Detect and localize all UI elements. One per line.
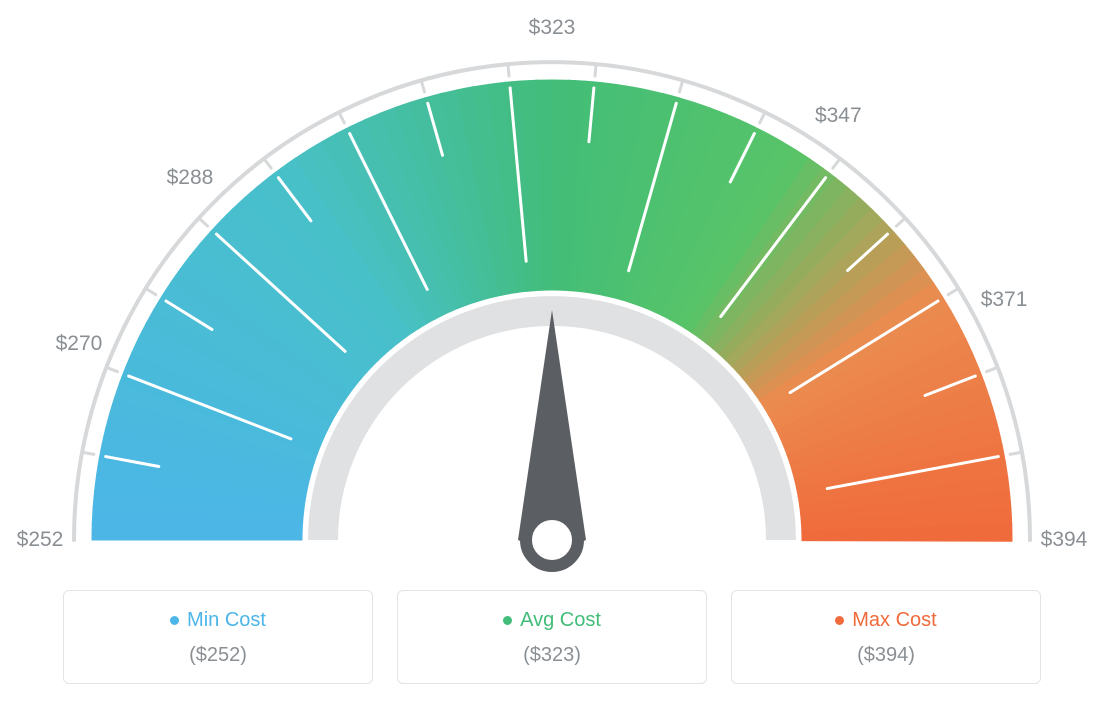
legend-title-min: Min Cost xyxy=(170,609,266,632)
gauge-tick-label: $252 xyxy=(17,528,64,552)
gauge-svg xyxy=(20,20,1084,580)
dot-icon xyxy=(835,616,844,625)
legend-title-min-text: Min Cost xyxy=(187,609,266,632)
legend-card-avg: Avg Cost ($323) xyxy=(397,590,707,684)
gauge-tick-label: $347 xyxy=(815,104,862,128)
dot-icon xyxy=(503,616,512,625)
gauge-tick-label: $288 xyxy=(167,166,214,190)
legend-row: Min Cost ($252) Avg Cost ($323) Max Cost… xyxy=(20,590,1084,684)
gauge-tick-label: $394 xyxy=(1041,528,1088,552)
legend-title-max-text: Max Cost xyxy=(852,609,936,632)
legend-card-max: Max Cost ($394) xyxy=(731,590,1041,684)
legend-title-max: Max Cost xyxy=(835,609,936,632)
gauge-chart: $252$270$288$323$347$371$394 xyxy=(20,20,1084,580)
legend-title-avg-text: Avg Cost xyxy=(520,609,601,632)
legend-card-min: Min Cost ($252) xyxy=(63,590,373,684)
gauge-tick-label: $270 xyxy=(56,332,103,356)
legend-value-min: ($252) xyxy=(64,644,372,667)
dot-icon xyxy=(170,616,179,625)
gauge-tick-label: $371 xyxy=(981,288,1028,312)
legend-title-avg: Avg Cost xyxy=(503,609,601,632)
legend-value-max: ($394) xyxy=(732,644,1040,667)
gauge-tick-label: $323 xyxy=(529,16,576,40)
legend-value-avg: ($323) xyxy=(398,644,706,667)
